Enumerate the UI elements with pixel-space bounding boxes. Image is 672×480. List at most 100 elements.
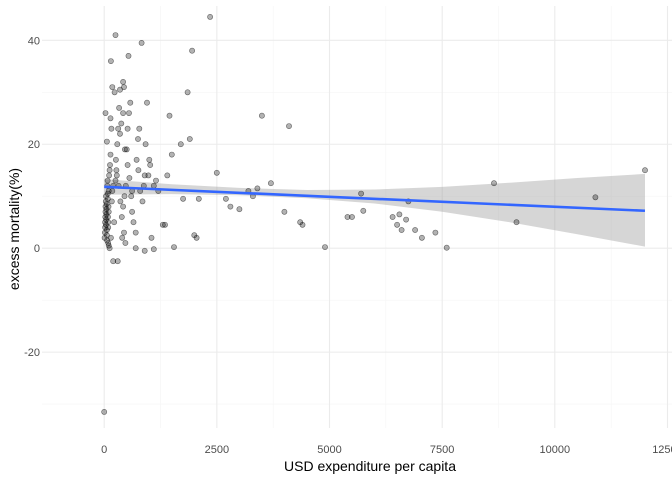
x-tick-label: 12500 [652, 444, 672, 456]
data-point [117, 130, 123, 137]
data-point [124, 162, 131, 168]
data-point [184, 89, 191, 96]
data-point [141, 247, 148, 254]
data-point [106, 172, 112, 179]
data-point [360, 207, 367, 214]
data-point [164, 172, 171, 179]
data-point [126, 110, 132, 116]
data-point [106, 167, 113, 174]
data-point [222, 195, 229, 202]
y-tick-label: 0 [34, 243, 40, 255]
data-point [116, 105, 122, 111]
data-point [107, 162, 113, 168]
data-point [171, 244, 177, 250]
data-point [344, 214, 351, 220]
data-point [322, 244, 328, 250]
data-point [135, 136, 141, 142]
data-point [120, 110, 126, 116]
data-point [286, 123, 292, 129]
x-tick-label: 5000 [317, 444, 341, 456]
data-point [162, 221, 168, 228]
data-point [115, 125, 122, 132]
data-point [207, 13, 213, 20]
data-point [104, 138, 110, 145]
data-point [102, 110, 109, 116]
data-point [112, 177, 119, 184]
data-point [121, 193, 128, 200]
data-point [122, 240, 129, 246]
data-point [105, 208, 112, 215]
data-point [281, 208, 288, 215]
data-point [109, 188, 116, 194]
data-point [142, 141, 149, 148]
data-point [106, 245, 113, 252]
data-point [195, 195, 202, 202]
data-point [153, 177, 159, 184]
data-point [358, 190, 364, 197]
data-point [126, 175, 133, 181]
data-point [107, 151, 114, 158]
data-point [396, 211, 403, 218]
data-point [189, 47, 195, 54]
data-point [166, 112, 173, 119]
data-point [114, 258, 121, 265]
data-point [159, 221, 166, 228]
data-point [108, 234, 114, 241]
data-point [394, 221, 400, 228]
confidence-band-layer [104, 173, 645, 247]
x-axis-title: USD expenditure per capita [284, 458, 456, 474]
data-point [105, 203, 112, 210]
data-point [133, 156, 140, 163]
data-point [108, 58, 114, 64]
data-point [412, 227, 418, 233]
data-point [120, 203, 126, 210]
data-point [136, 125, 143, 132]
y-axis-ticks: -20 0 20 40 [24, 35, 40, 359]
data-point [125, 53, 132, 59]
data-point [349, 214, 355, 220]
data-point [144, 99, 150, 106]
data-point [139, 198, 146, 205]
data-point [132, 245, 139, 252]
data-point [186, 136, 193, 142]
data-point [213, 169, 220, 176]
y-axis-title: excess mortality(%) [6, 168, 22, 290]
data-point [118, 120, 125, 127]
data-point [403, 216, 409, 223]
data-point [119, 234, 126, 241]
data-point [108, 198, 115, 205]
data-point [513, 219, 520, 226]
data-point [147, 162, 154, 168]
data-point [592, 194, 599, 201]
data-points-layer [101, 13, 648, 415]
data-point [121, 84, 127, 90]
x-tick-label: 10000 [540, 444, 571, 456]
data-point [101, 408, 108, 415]
data-point [491, 180, 497, 187]
data-point [111, 89, 118, 96]
data-point [117, 198, 124, 205]
data-point [113, 172, 120, 179]
data-point [113, 167, 120, 174]
data-point [146, 156, 153, 163]
data-point [117, 86, 123, 93]
data-point [113, 156, 119, 163]
data-point [127, 99, 134, 106]
data-point [108, 125, 115, 132]
data-point [148, 234, 155, 241]
data-point [138, 40, 145, 46]
data-point [258, 112, 265, 119]
data-point [150, 182, 157, 189]
data-point [114, 141, 121, 148]
data-point [389, 214, 396, 220]
data-point [129, 208, 135, 215]
data-point [105, 219, 112, 226]
x-axis-ticks: 0 2500 5000 7500 10000 12500 [101, 444, 672, 456]
data-point [107, 115, 114, 122]
confidence-band [104, 173, 645, 247]
data-point [104, 177, 111, 184]
data-point [109, 84, 116, 90]
data-point [177, 141, 184, 148]
